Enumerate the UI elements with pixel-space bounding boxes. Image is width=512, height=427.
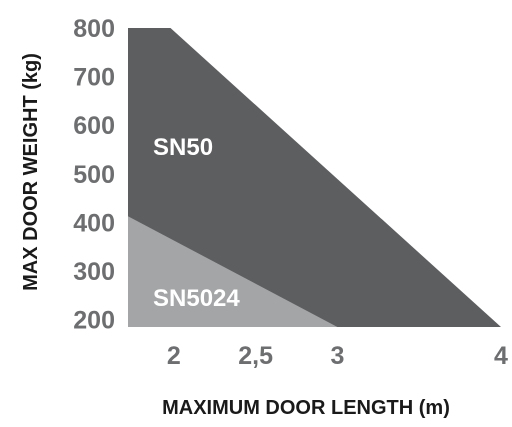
x-tick-label: 2,5 bbox=[238, 342, 273, 370]
x-axis-ticks: 2 2,5 3 4 bbox=[167, 342, 508, 370]
y-tick-label: 700 bbox=[73, 64, 115, 92]
x-tick-label: 3 bbox=[330, 342, 344, 370]
y-axis-label: MAX DOOR WEIGHT (kg) bbox=[20, 53, 42, 291]
series-area-sn50 bbox=[128, 28, 501, 327]
y-tick-label: 500 bbox=[73, 161, 115, 189]
series-label-sn50: SN50 bbox=[153, 134, 213, 161]
series-label-sn5024: SN5024 bbox=[153, 285, 240, 312]
chart-areas bbox=[128, 28, 501, 327]
x-tick-label: 2 bbox=[167, 342, 181, 370]
y-tick-label: 300 bbox=[73, 258, 115, 286]
y-tick-label: 800 bbox=[73, 15, 115, 43]
x-axis-label: MAXIMUM DOOR LENGTH (m) bbox=[162, 397, 450, 419]
series-area-sn5024 bbox=[128, 216, 338, 327]
y-tick-label: 600 bbox=[73, 112, 115, 140]
y-tick-label: 200 bbox=[73, 307, 115, 335]
x-tick-label: 4 bbox=[494, 342, 508, 370]
y-tick-label: 400 bbox=[73, 209, 115, 237]
area-labels: SN50 SN5024 bbox=[153, 134, 240, 312]
y-axis-ticks: 200 300 400 500 600 700 800 bbox=[73, 15, 115, 335]
